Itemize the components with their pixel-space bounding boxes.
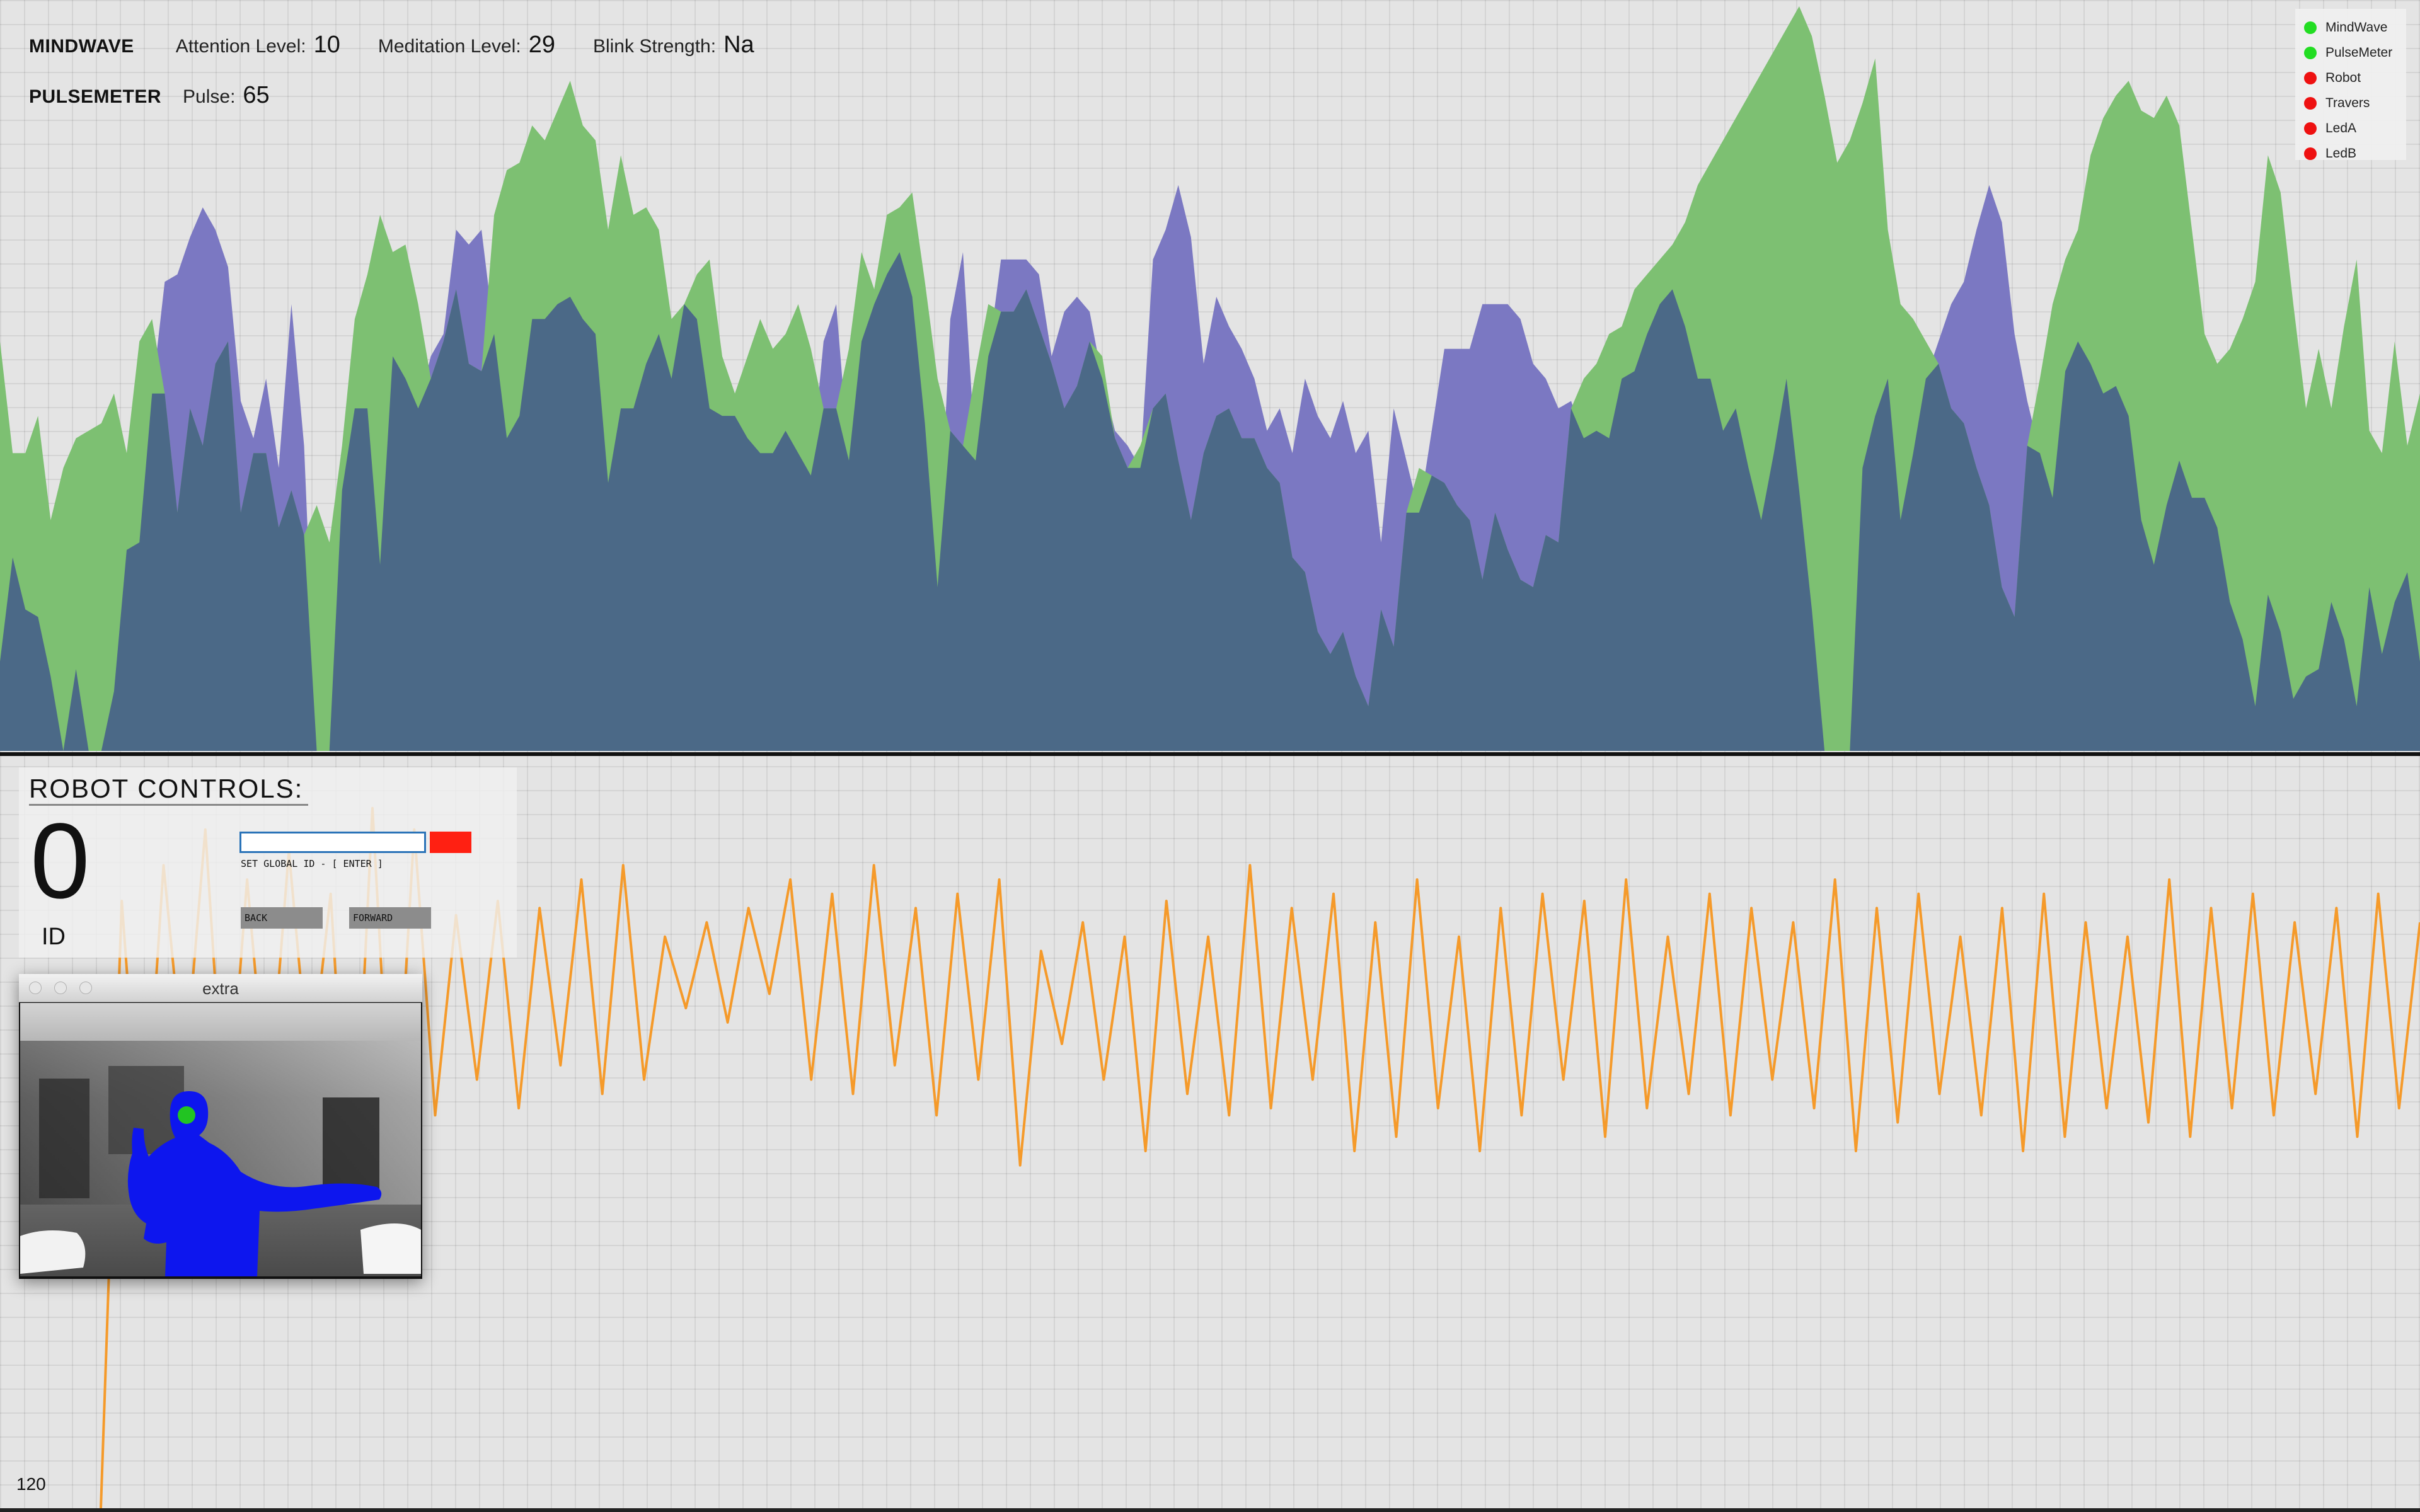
legend-item-robot: Robot	[2295, 66, 2406, 91]
brainwave-area-chart	[0, 6, 2420, 752]
global-id-input[interactable]	[239, 832, 426, 853]
depth-camera-view	[20, 1003, 421, 1276]
extra-window-titlebar[interactable]: extra	[19, 974, 422, 1002]
status-dot-icon	[2304, 21, 2317, 34]
robot-controls-panel: ROBOT CONTROLS: 0 ID SET GLOBAL ID - [ E…	[19, 767, 517, 958]
sample-count-label: 120	[16, 1474, 46, 1494]
forward-button[interactable]: FORWARD	[349, 907, 431, 929]
device-status-legend: MindWave PulseMeter Robot Travers LedA LedB	[2295, 9, 2406, 161]
robot-id-value: 0	[30, 801, 90, 921]
maximize-window-icon[interactable]	[79, 982, 92, 994]
pulsemeter-status-row: PULSEMETER Pulse: 65	[29, 82, 308, 109]
legend-item-leda: LedA	[2295, 116, 2406, 141]
pulse-label: Pulse:	[183, 86, 236, 107]
set-global-id-label: SET GLOBAL ID - [ ENTER ]	[241, 858, 383, 869]
status-dot-icon	[2304, 122, 2317, 135]
depth-shelf-left	[39, 1079, 89, 1198]
depth-door	[323, 1097, 379, 1192]
legend-label: Robot	[2325, 71, 2361, 85]
legend-item-travers: Travers	[2295, 91, 2406, 116]
depth-floor-blob-right	[360, 1223, 421, 1274]
meditation-value: 29	[528, 32, 555, 58]
blink-strength-value: Na	[723, 32, 754, 58]
close-window-icon[interactable]	[29, 982, 42, 994]
user-silhouette	[127, 1091, 382, 1276]
extra-window[interactable]: extra	[19, 974, 422, 1279]
status-dot-icon	[2304, 147, 2317, 160]
mindwave-title: MINDWAVE	[29, 36, 134, 57]
legend-label: LedA	[2325, 121, 2357, 135]
pulse-line	[100, 806, 2420, 1509]
legend-item-pulsemeter: PulseMeter	[2295, 40, 2406, 66]
legend-label: Travers	[2325, 96, 2370, 110]
attention-label: Attention Level:	[175, 36, 306, 57]
status-dot-icon	[2304, 97, 2317, 110]
status-dot-icon	[2304, 47, 2317, 59]
legend-label: MindWave	[2325, 20, 2388, 35]
meditation-label: Meditation Level:	[377, 36, 521, 57]
legend-label: LedB	[2325, 146, 2357, 161]
pulse-value: 65	[243, 82, 270, 108]
minimize-window-icon[interactable]	[54, 982, 67, 994]
legend-label: PulseMeter	[2325, 45, 2393, 60]
status-dot-icon	[2304, 72, 2317, 84]
bottom-border	[0, 1508, 2420, 1512]
overlap-area	[0, 252, 2420, 752]
robot-id-label: ID	[42, 924, 66, 950]
legend-item-ledb: LedB	[2295, 141, 2406, 166]
legend-item-mindwave: MindWave	[2295, 15, 2406, 40]
mindwave-status-row: MINDWAVE Attention Level: 10 Meditation …	[29, 32, 792, 59]
pulsemeter-title: PULSEMETER	[29, 86, 162, 107]
chart-divider	[0, 752, 2420, 756]
attention-value: 10	[313, 32, 340, 58]
back-button[interactable]: BACK	[241, 907, 323, 929]
robot-controls-title: ROBOT CONTROLS:	[29, 774, 309, 806]
pulse-line-chart	[100, 806, 2420, 1509]
global-id-submit-button[interactable]	[430, 832, 471, 853]
blink-strength-label: Blink Strength:	[592, 36, 717, 57]
head-tracking-marker	[178, 1106, 195, 1124]
depth-floor-blob-left	[20, 1230, 86, 1274]
extra-window-title: extra	[202, 979, 239, 998]
